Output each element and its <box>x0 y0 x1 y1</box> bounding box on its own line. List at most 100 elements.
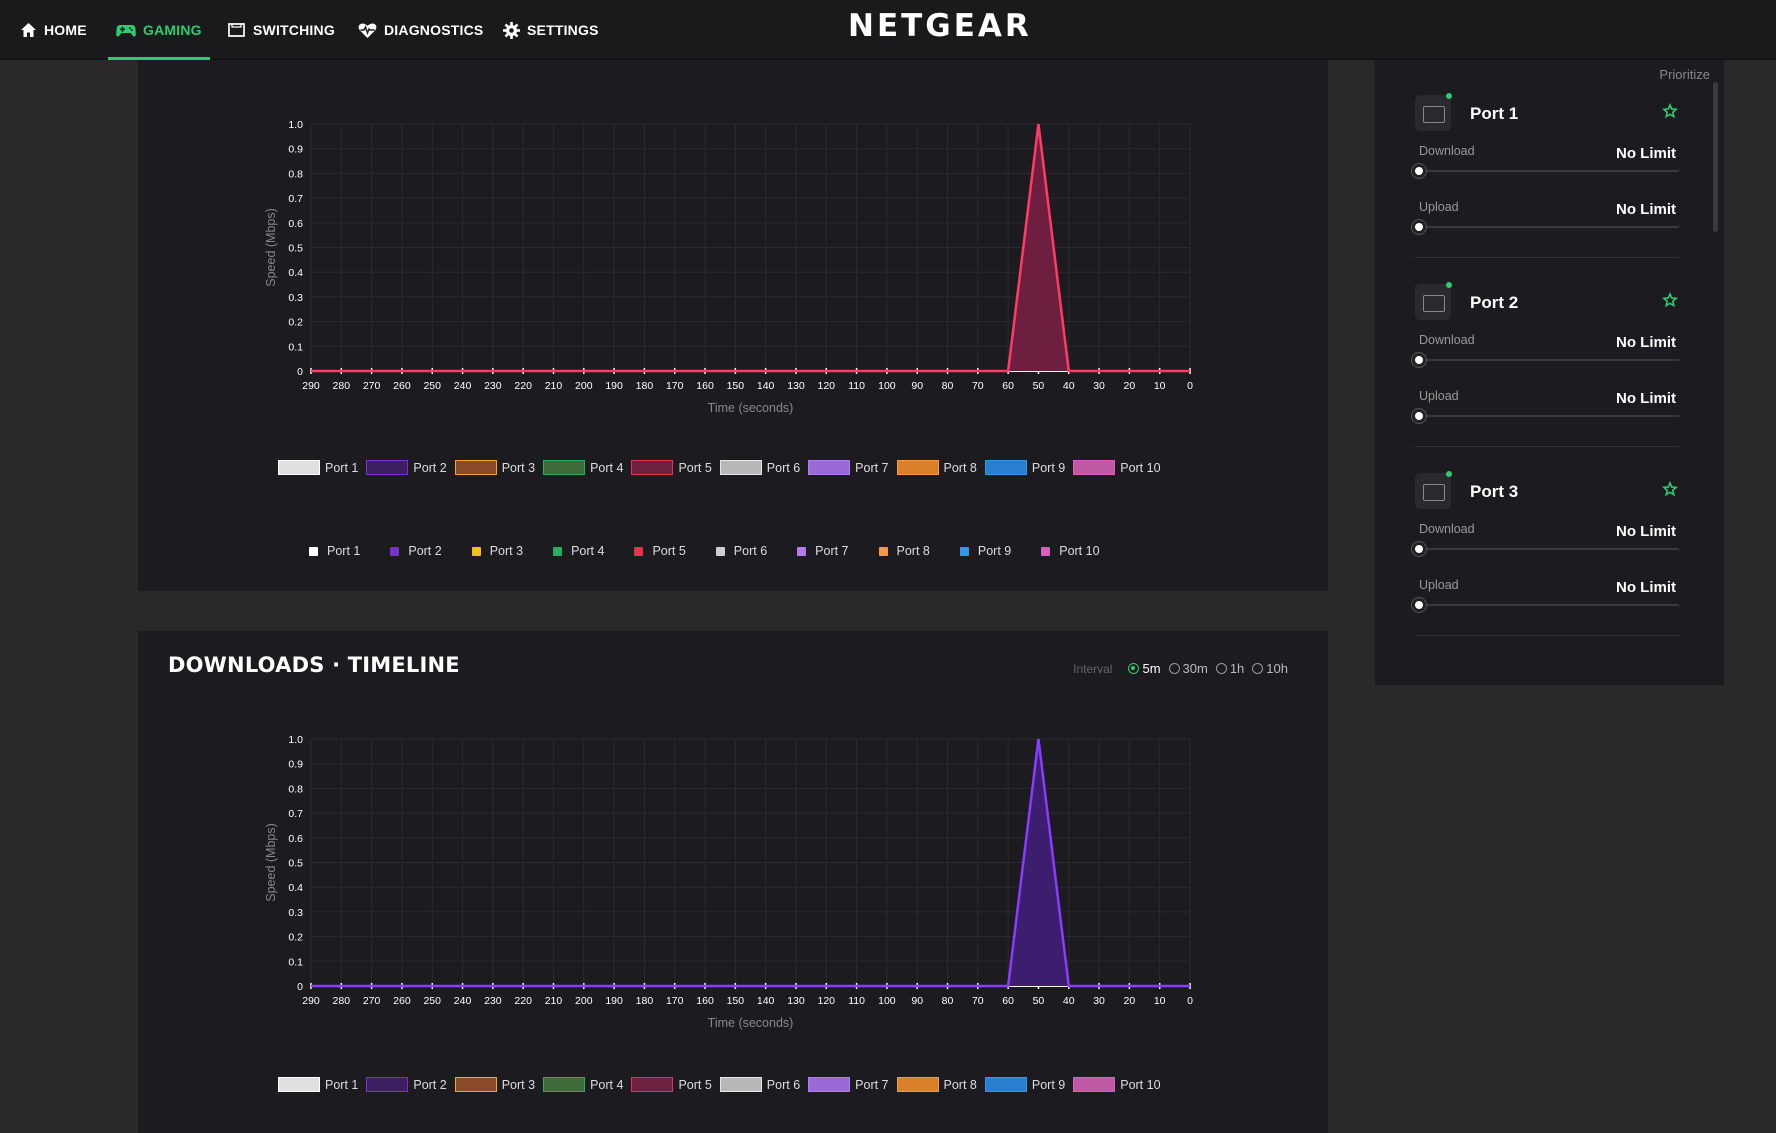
upload-label: Upload <box>1419 389 1459 403</box>
legend-label: Port 1 <box>325 460 359 475</box>
y-tick-label: 0.3 <box>288 907 303 919</box>
legend-dot-item-port-5[interactable]: Port 5 <box>634 544 686 558</box>
prioritize-star-icon[interactable] <box>1661 291 1679 309</box>
upload-slider-handle[interactable] <box>1412 598 1426 612</box>
download-slider-handle[interactable] <box>1412 164 1426 178</box>
legend-label: Port 2 <box>408 544 442 558</box>
legend-swatch <box>366 460 409 475</box>
series-line <box>311 738 1190 988</box>
y-tick-label: 0.4 <box>288 267 303 279</box>
x-tick-label: 260 <box>393 380 411 392</box>
download-value: No Limit <box>1616 523 1676 540</box>
upload-label: Upload <box>1419 200 1459 214</box>
interval-10h[interactable]: 10h <box>1252 661 1288 676</box>
legend-dot-item-port-6[interactable]: Port 6 <box>715 544 767 558</box>
legend-item-port-9[interactable]: Port 9 <box>984 1077 1066 1092</box>
legend-dot-item-port-9[interactable]: Port 9 <box>959 544 1011 558</box>
x-tick-label: 60 <box>1002 380 1014 392</box>
x-tick-label: 200 <box>575 995 593 1007</box>
nav-switching[interactable]: SWITCHING <box>227 0 335 60</box>
nav-settings-label: SETTINGS <box>527 22 599 38</box>
y-tick-label: 0.7 <box>288 808 303 820</box>
y-tick-label: 0.1 <box>288 341 303 353</box>
legend-swatch <box>543 1077 586 1092</box>
legend-label: Port 3 <box>501 460 536 475</box>
legend-item-port-8[interactable]: Port 8 <box>896 1077 977 1092</box>
x-tick-label: 150 <box>727 380 745 392</box>
legend-item-port-1[interactable]: Port 1 <box>278 1077 358 1092</box>
legend-dot-item-port-4[interactable]: Port 4 <box>553 544 604 558</box>
legend-label: Port 9 <box>1031 460 1066 475</box>
interval-30m[interactable]: 30m <box>1168 661 1208 676</box>
nav-settings[interactable]: SETTINGS <box>503 0 599 60</box>
legend-item-port-7[interactable]: Port 7 <box>808 1077 889 1092</box>
x-tick-label: 290 <box>302 995 320 1007</box>
prioritize-star-icon[interactable] <box>1661 480 1679 498</box>
legend-dot-item-port-1[interactable]: Port 1 <box>309 544 360 558</box>
prioritize-star-icon[interactable] <box>1661 102 1679 120</box>
y-tick-label: 0.7 <box>288 193 303 205</box>
download-slider-track[interactable] <box>1419 359 1679 361</box>
legend-label: Port 9 <box>1031 1077 1066 1092</box>
legend-item-port-10[interactable]: Port 10 <box>1073 460 1161 475</box>
interval-5m[interactable]: 5m <box>1128 661 1161 676</box>
x-tick-label: 120 <box>818 380 836 392</box>
legend-label: Port 4 <box>590 460 624 475</box>
legend-dot-item-port-3[interactable]: Port 3 <box>471 544 524 558</box>
upload-slider-handle[interactable] <box>1412 409 1426 423</box>
nav-home-label: HOME <box>44 22 87 38</box>
nav-home[interactable]: HOME <box>20 0 87 60</box>
download-slider-handle[interactable] <box>1412 542 1426 556</box>
legend-dot-item-port-8[interactable]: Port 8 <box>878 544 930 558</box>
y-tick-label: 0.5 <box>288 243 303 255</box>
legend-item-port-6[interactable]: Port 6 <box>719 1077 800 1092</box>
upload-slider-track[interactable] <box>1419 226 1679 228</box>
upload-slider-track[interactable] <box>1419 604 1679 606</box>
sidebar-scrollbar[interactable] <box>1713 82 1718 232</box>
x-tick-label: 20 <box>1124 995 1136 1007</box>
legend-item-port-4[interactable]: Port 4 <box>543 1077 623 1092</box>
interval-1h[interactable]: 1h <box>1215 661 1244 676</box>
legend-item-port-1[interactable]: Port 1 <box>278 460 358 475</box>
legend-item-port-5[interactable]: Port 5 <box>631 1077 712 1092</box>
x-tick-label: 270 <box>363 380 381 392</box>
legend-item-port-2[interactable]: Port 2 <box>366 460 447 475</box>
upload-label: Upload <box>1419 578 1459 592</box>
x-tick-label: 140 <box>757 380 775 392</box>
legend-item-port-5[interactable]: Port 5 <box>631 460 712 475</box>
legend-label: Port 3 <box>489 544 524 558</box>
legend-item-port-3[interactable]: Port 3 <box>454 460 536 475</box>
legend-dot-item-port-7[interactable]: Port 7 <box>797 544 849 558</box>
netgear-logo[interactable]: NETGEAR <box>848 8 1032 44</box>
legend-swatch <box>896 460 939 475</box>
upload-slider-handle[interactable] <box>1412 220 1426 234</box>
legend-item-port-2[interactable]: Port 2 <box>366 1077 447 1092</box>
legend-label: Port 4 <box>590 1077 624 1092</box>
nav-diagnostics[interactable]: DIAGNOSTICS <box>358 0 483 60</box>
legend-dot <box>634 546 644 556</box>
radio-icon <box>1252 663 1264 674</box>
x-tick-label: 220 <box>514 380 532 392</box>
download-slider-track[interactable] <box>1419 548 1679 550</box>
legend-swatch <box>543 460 586 475</box>
upload-slider-track[interactable] <box>1419 415 1679 417</box>
legend-item-port-7[interactable]: Port 7 <box>808 460 889 475</box>
download-slider-handle[interactable] <box>1412 353 1426 367</box>
legend-swatch <box>366 1077 409 1092</box>
legend-label: Port 5 <box>678 1077 712 1092</box>
legend-item-port-10[interactable]: Port 10 <box>1073 1077 1161 1092</box>
nav-gaming[interactable]: GAMING <box>108 0 210 60</box>
download-slider-track[interactable] <box>1419 170 1679 172</box>
legend-item-port-4[interactable]: Port 4 <box>543 460 623 475</box>
legend-item-port-8[interactable]: Port 8 <box>896 460 977 475</box>
legend-label: Port 5 <box>678 460 712 475</box>
download-limit-row: Download No Limit <box>1412 333 1679 378</box>
legend-item-port-3[interactable]: Port 3 <box>454 1077 535 1092</box>
legend-item-port-9[interactable]: Port 9 <box>984 460 1066 475</box>
interval-selector: Interval 5m 30m 1h 10h <box>1073 661 1288 676</box>
legend-item-port-6[interactable]: Port 6 <box>719 460 800 475</box>
legend-dot-item-port-10[interactable]: Port 10 <box>1041 544 1100 558</box>
legend-dot-item-port-2[interactable]: Port 2 <box>390 544 442 558</box>
y-tick-label: 0.9 <box>288 759 303 771</box>
x-tick-label: 230 <box>484 380 502 392</box>
